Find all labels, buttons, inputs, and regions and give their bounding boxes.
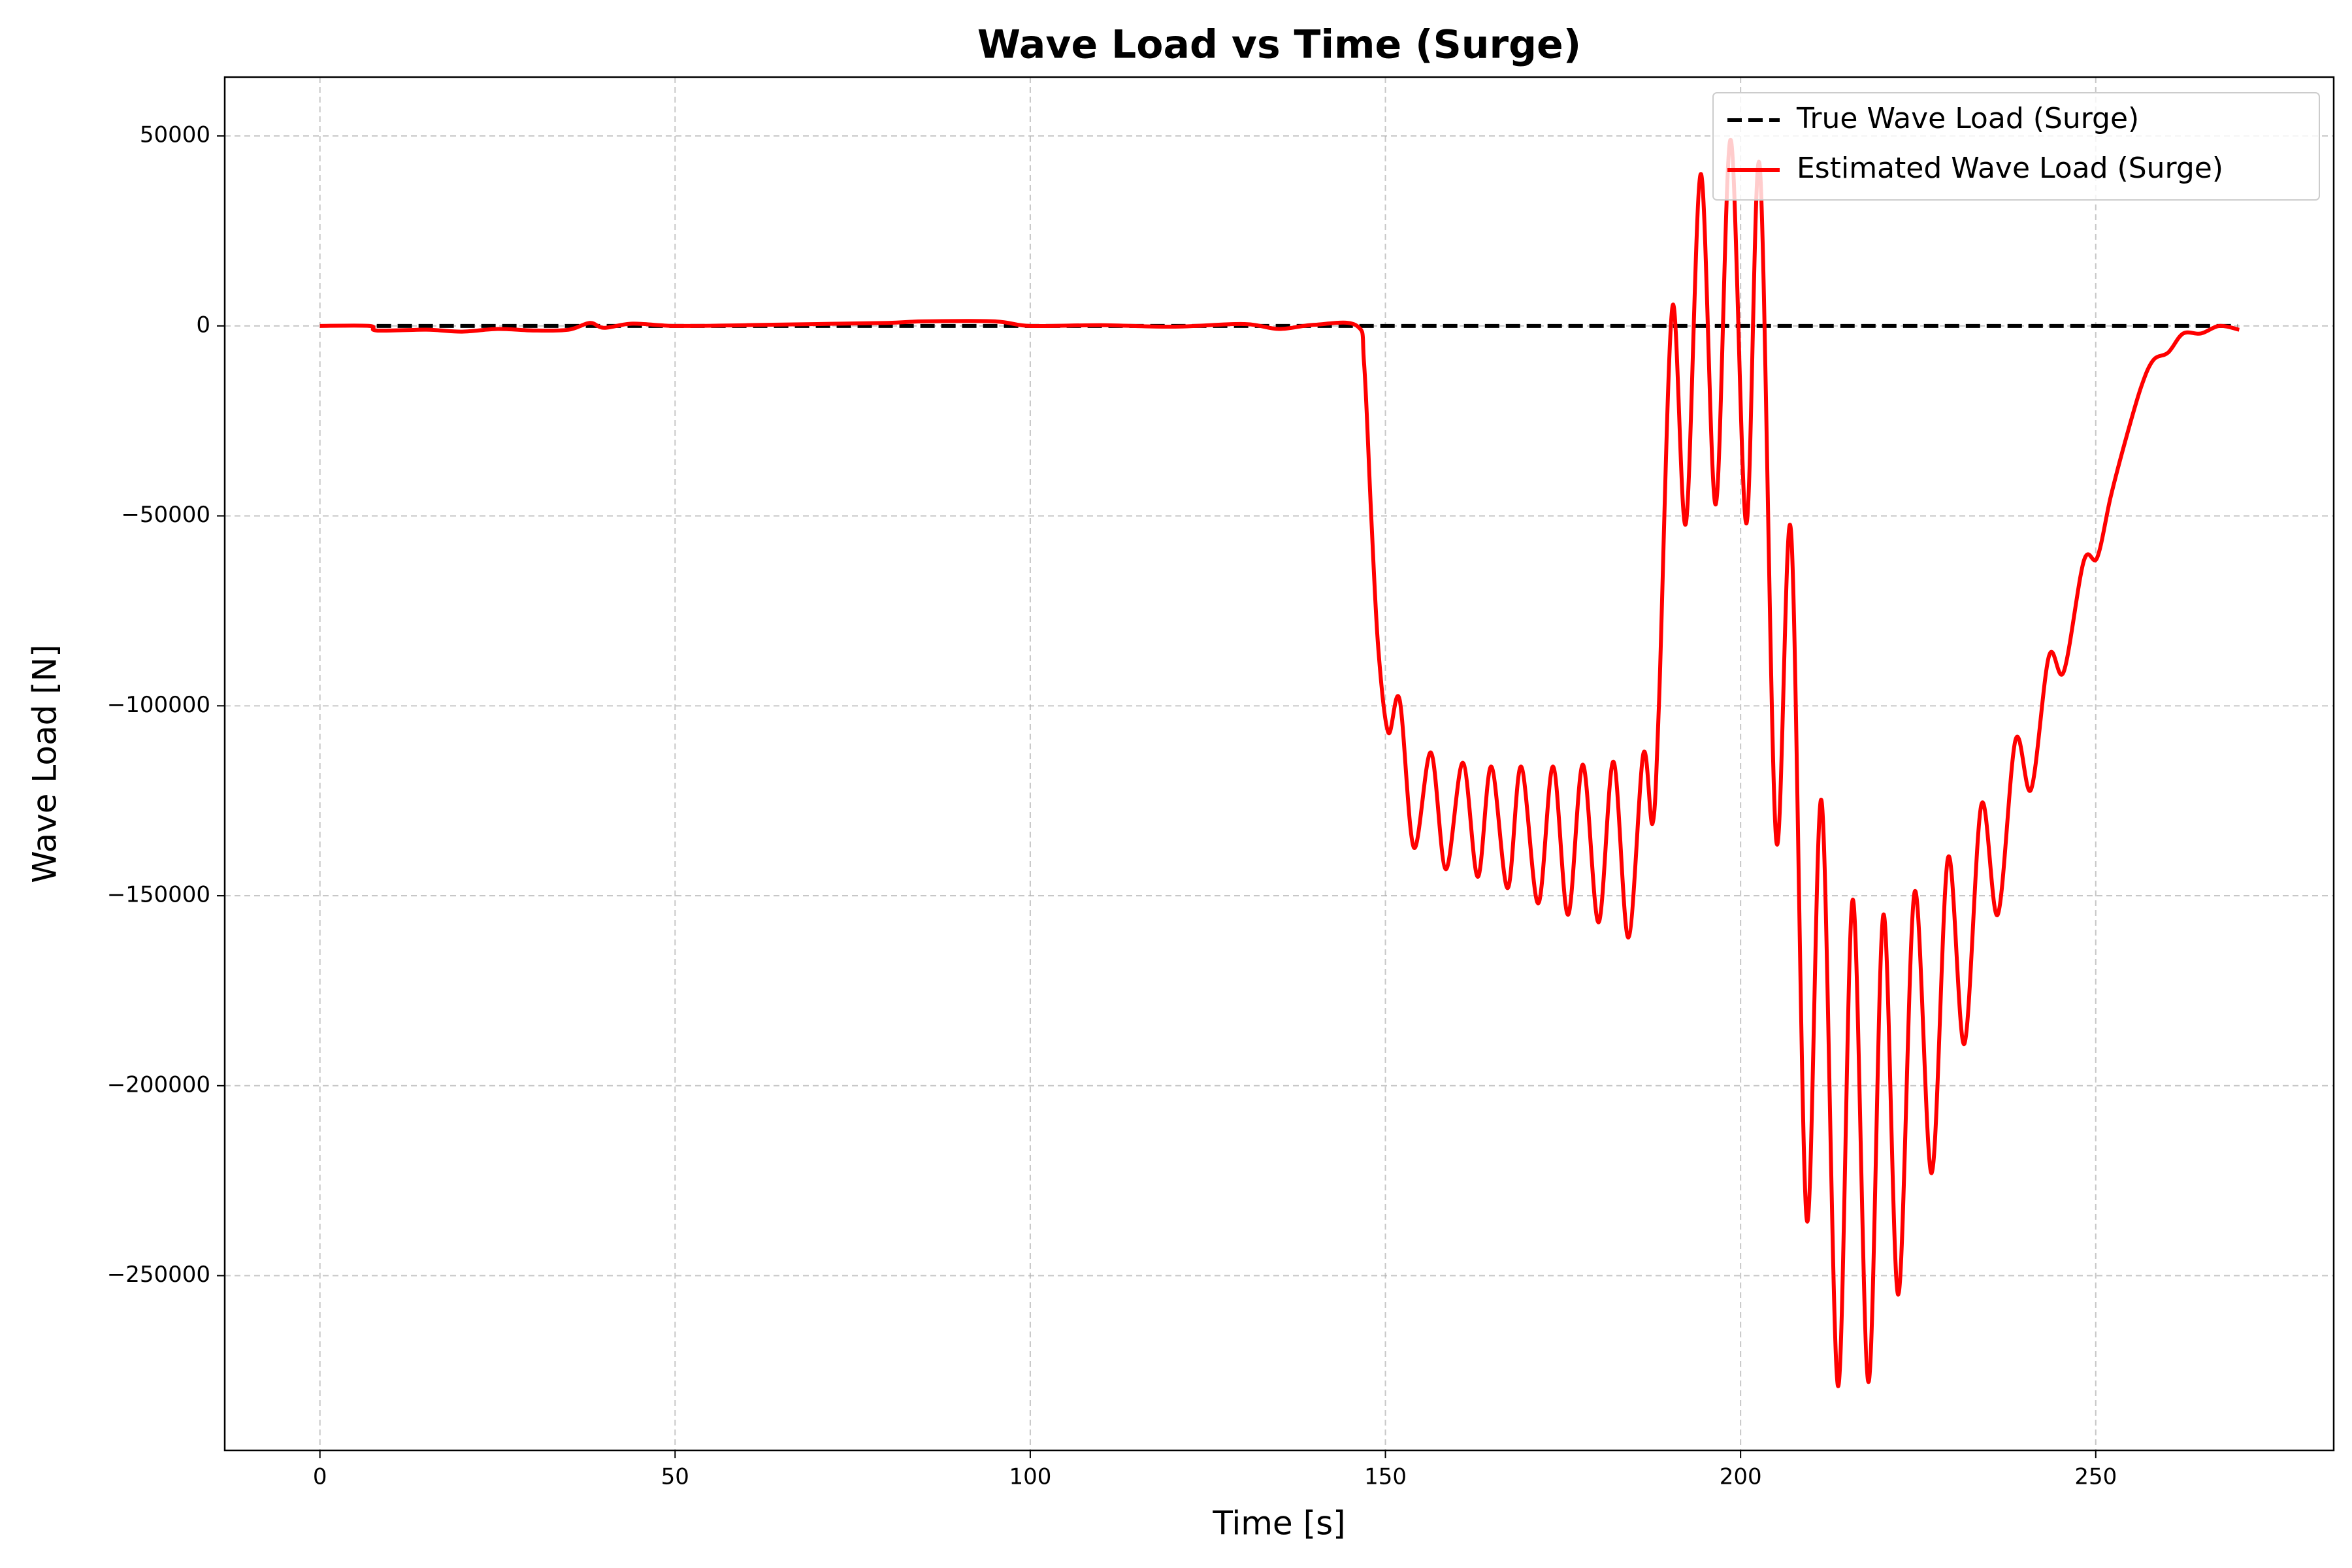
y-axis-label: Wave Load [N] xyxy=(26,644,64,883)
x-axis-label: Time [s] xyxy=(1212,1505,1345,1543)
y-tick-label: 0 xyxy=(196,312,210,338)
x-tick-label: 0 xyxy=(313,1464,327,1490)
y-tick-label: −250000 xyxy=(107,1262,210,1288)
chart-title: Wave Load vs Time (Surge) xyxy=(977,22,1581,68)
y-tick-label: −150000 xyxy=(107,882,210,908)
x-tick-label: 50 xyxy=(661,1464,689,1490)
x-tick-label: 250 xyxy=(2074,1464,2117,1490)
legend-label: True Wave Load (Surge) xyxy=(1796,102,2139,135)
y-tick-label: 50000 xyxy=(140,122,210,148)
y-tick-label: −200000 xyxy=(107,1071,210,1098)
series-line xyxy=(319,137,2240,1388)
x-tick-label: 200 xyxy=(1720,1464,1762,1490)
legend-box xyxy=(1712,92,2320,201)
y-tick-label: −100000 xyxy=(107,692,210,718)
y-tick-label: −50000 xyxy=(121,502,210,528)
x-tick-label: 150 xyxy=(1364,1464,1407,1490)
legend-label: Estimated Wave Load (Surge) xyxy=(1797,152,2223,185)
x-tick-label: 100 xyxy=(1009,1464,1051,1490)
plot-frame xyxy=(223,76,2335,1452)
